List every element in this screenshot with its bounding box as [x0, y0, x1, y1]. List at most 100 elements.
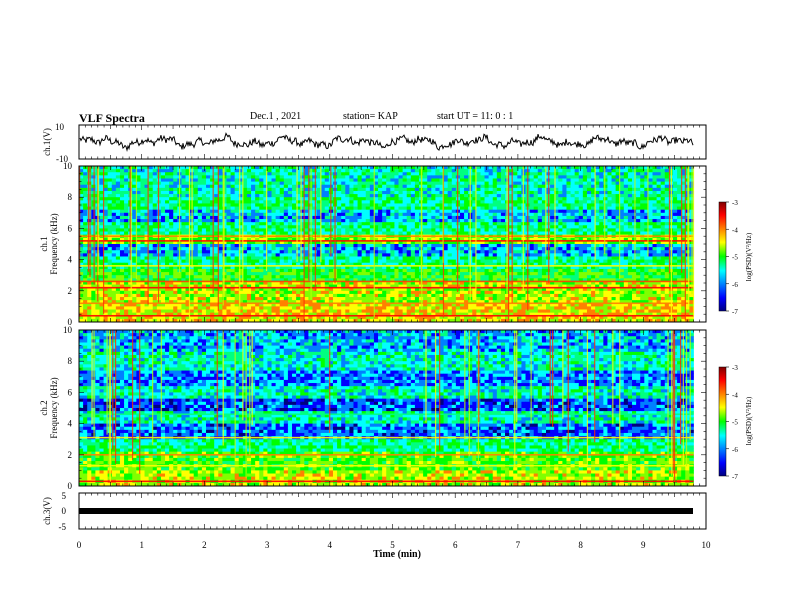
spectrogram-cell	[382, 203, 387, 207]
spectrogram-cell	[111, 197, 117, 201]
spectrogram-cell	[664, 219, 670, 223]
spectrogram-cell	[312, 194, 317, 198]
spectrogram-cell	[500, 203, 506, 207]
spectrogram-cell	[275, 197, 281, 201]
spectrogram-cell	[140, 181, 145, 186]
spectrogram-cell	[144, 197, 150, 201]
spectrogram-cell	[373, 166, 379, 170]
spectrogram-cell	[447, 187, 453, 192]
spectrogram-cell	[369, 194, 375, 198]
spectrogram-cell	[349, 209, 354, 214]
spectrogram-cell	[480, 200, 485, 204]
spectrogram-cell	[652, 169, 657, 173]
spectrogram-cell	[484, 197, 490, 201]
spectrogram-cell	[373, 250, 379, 254]
spectrogram-cell	[439, 262, 444, 267]
spectrogram-cell	[148, 197, 154, 201]
spectrogram-cell	[361, 175, 367, 179]
spectrogram-cell	[603, 262, 608, 267]
spectrogram-cell	[656, 247, 662, 251]
spectrogram-cell	[324, 240, 330, 245]
spectrogram-cell	[476, 225, 481, 229]
spectrogram-cell	[337, 209, 342, 214]
spectrogram-cell	[550, 175, 555, 179]
spectrogram-cell	[83, 228, 88, 232]
spectrogram-cell	[447, 225, 453, 229]
spectrogram-cell	[242, 181, 248, 186]
spectrogram-cell	[517, 250, 522, 254]
spectrogram-cell	[562, 247, 567, 251]
spectrogram-cell	[353, 206, 358, 211]
spectrogram-cell	[296, 244, 301, 248]
spectrogram-cell	[513, 184, 518, 189]
spectrogram-cell	[509, 259, 514, 264]
spectrogram-cell	[152, 166, 158, 170]
spectrogram-cell	[148, 250, 154, 254]
spectrogram-cell	[402, 256, 408, 260]
spectrogram-cell	[304, 225, 309, 229]
spectrogram-cell	[394, 203, 399, 207]
spectrogram-cell	[283, 228, 289, 232]
spectrogram-cell	[197, 190, 203, 195]
spectrogram-cell	[132, 184, 137, 189]
spectrogram-cell	[509, 197, 514, 201]
spectrogram-cell	[537, 194, 543, 198]
spectrogram-cell	[660, 253, 666, 257]
spectrogram-cell	[640, 259, 645, 264]
spectrogram-cell	[386, 206, 391, 211]
spectrogram-cell	[275, 169, 281, 173]
spectrogram-cell	[574, 212, 580, 217]
spectrogram-cell	[578, 181, 584, 186]
spectrogram-cell	[160, 200, 166, 204]
spectrogram-cell	[165, 200, 170, 204]
spectrogram-cell	[660, 169, 666, 173]
spectrogram-cell	[160, 262, 166, 267]
spectrogram-cell	[443, 178, 449, 182]
spectrogram-cell	[517, 244, 522, 248]
spectrogram-cell	[242, 253, 248, 257]
spectrogram-cell	[165, 178, 170, 182]
spectrogram-cell	[681, 244, 686, 248]
spectrogram-cell	[398, 262, 404, 267]
spectrogram-cell	[660, 203, 666, 207]
spectrogram-cell	[398, 212, 404, 217]
spectrogram-cell	[574, 184, 580, 189]
spectrogram-cell	[382, 228, 387, 232]
spectrogram-cell	[558, 172, 563, 176]
spectrogram-cell	[406, 244, 412, 248]
spectrogram-cell	[398, 169, 404, 173]
spectrogram-cell	[566, 181, 571, 186]
spectrogram-cell	[570, 215, 576, 220]
spectrogram-cell	[464, 197, 469, 201]
spectrogram-cell	[365, 250, 371, 254]
spectrogram-cell	[275, 231, 281, 236]
spectrogram-cell	[672, 237, 678, 242]
spectrogram-cell	[197, 262, 203, 267]
spectrogram-cell	[148, 215, 154, 220]
spectrogram-cell	[619, 247, 625, 251]
spectrogram-cell	[476, 244, 481, 248]
spectrogram-cell	[144, 169, 150, 173]
spectrogram-cell	[267, 172, 272, 176]
spectrogram-cell	[320, 262, 326, 267]
spectrogram-cell	[541, 225, 547, 229]
spectrogram-cell	[169, 200, 174, 204]
spectrogram-cell	[169, 244, 174, 248]
spectrogram-cell	[398, 231, 404, 236]
spectrogram-cell	[431, 184, 436, 189]
spectrogram-cell	[230, 206, 236, 211]
spectrogram-cell	[394, 215, 399, 220]
spectrogram-cell	[652, 190, 657, 195]
spectrogram-cell	[562, 175, 567, 179]
spectrogram-cell	[99, 259, 104, 264]
spectrogram-cell	[345, 200, 350, 204]
spectrogram-cell	[677, 219, 682, 223]
spectrogram-cell	[287, 219, 293, 223]
spectrogram-cell	[185, 175, 191, 179]
spectrogram-cell	[292, 253, 297, 257]
spectrogram-cell	[148, 231, 154, 236]
spectrogram-cell	[513, 181, 518, 186]
spectrogram-cell	[603, 231, 608, 236]
spectrogram-cell	[181, 215, 186, 220]
spectrogram-cell	[406, 215, 412, 220]
